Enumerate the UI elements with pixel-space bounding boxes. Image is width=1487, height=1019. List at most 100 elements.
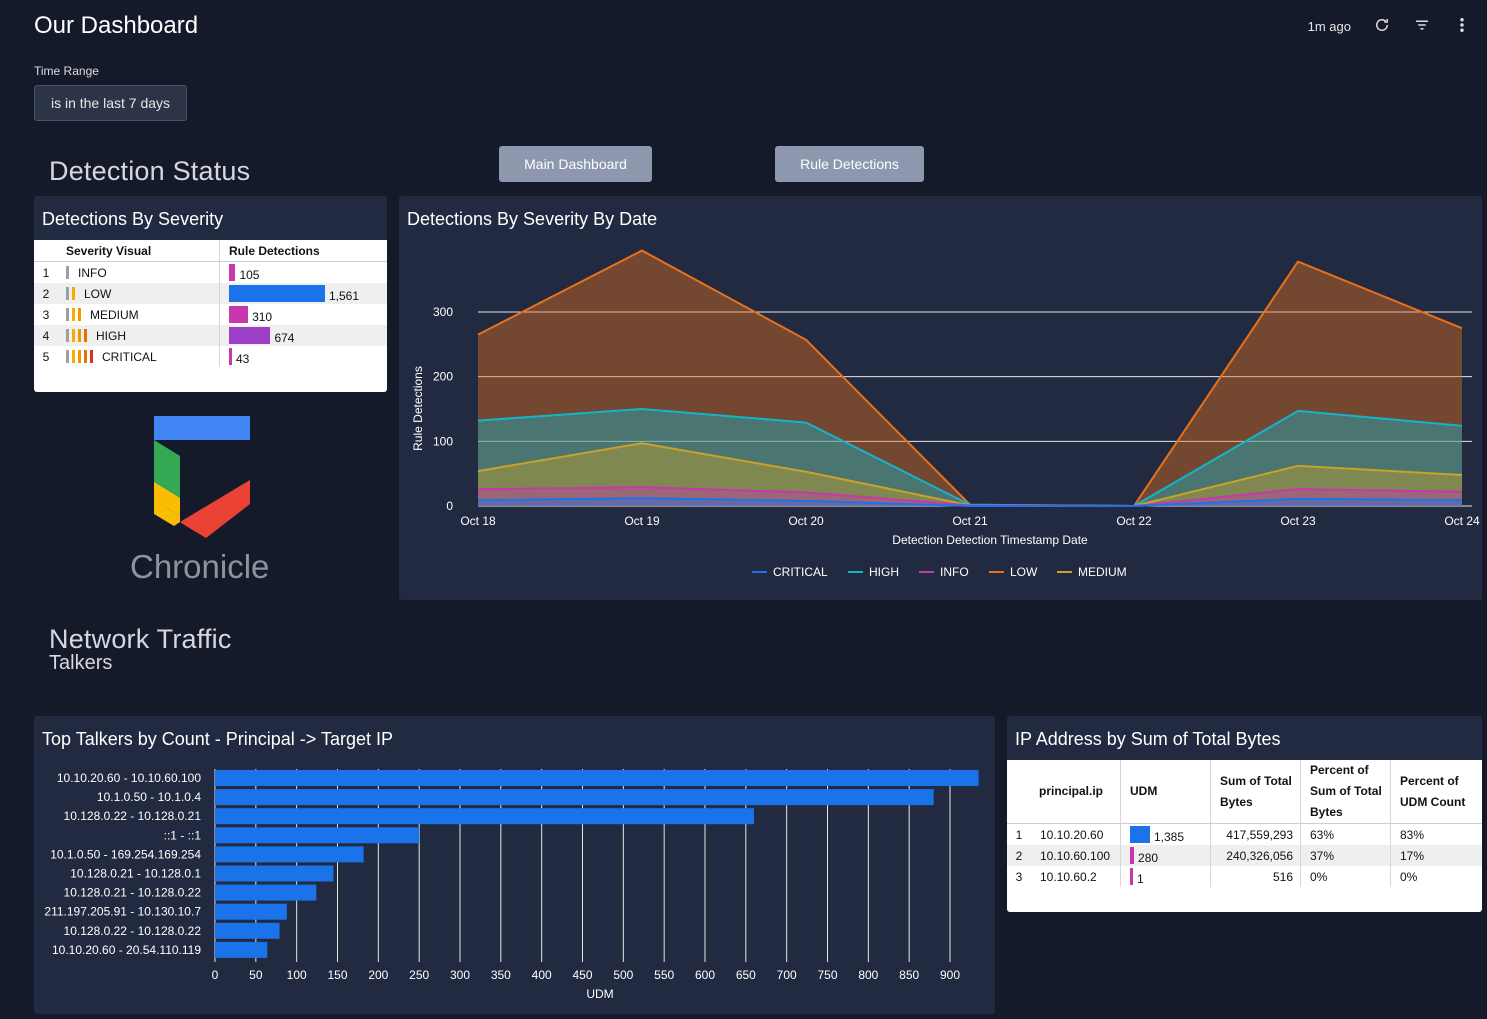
table-row[interactable]: 5 CRITICAL 43 [34,346,387,367]
y-tick-label: 211.197.205.91 - 10.130.10.7 [44,905,201,919]
col-rule-detections[interactable]: Rule Detections [220,240,320,261]
bar[interactable] [215,770,979,786]
row-index: 1 [34,262,58,283]
table-row[interactable]: 1 INFO 105 [34,262,387,283]
bar[interactable] [215,942,267,958]
legend-label[interactable]: CRITICAL [773,565,828,579]
legend-label[interactable]: MEDIUM [1078,565,1127,579]
main-dashboard-button[interactable]: Main Dashboard [499,146,652,182]
x-tick-label: 800 [858,968,878,982]
col-principal-ip[interactable]: principal.ip [1007,760,1121,823]
x-tick-label: 350 [491,968,511,982]
bar[interactable] [215,846,364,862]
legend-label[interactable]: LOW [1010,565,1038,579]
table-row[interactable]: 2 10.10.60.100 280 240,326,056 37% 17% [1007,845,1482,866]
col-percent-bytes[interactable]: Percent of Sum of Total Bytes [1301,760,1391,823]
table-row[interactable]: 3 10.10.60.2 1 516 0% 0% [1007,866,1482,887]
detections-cell: 105 [220,262,259,283]
x-tick-label: 300 [450,968,470,982]
time-range-filter[interactable]: is in the last 7 days [34,85,187,121]
row-index: 5 [34,346,58,367]
severity-visual-bar [66,308,69,321]
severity-table-title: Detections By Severity [42,209,223,230]
table-row[interactable]: 4 HIGH 674 [34,325,387,346]
bar[interactable] [215,885,316,901]
x-tick-label: 600 [695,968,715,982]
bar[interactable] [215,789,934,805]
severity-visual [66,308,81,321]
percent-bytes-cell: 63% [1301,824,1391,845]
x-tick-label: 900 [940,968,960,982]
percent-udm-cell: 0% [1391,866,1481,887]
severity-visual-bar [72,308,75,321]
sum-bytes-cell: 516 [1211,866,1301,887]
row-index: 2 [1007,845,1031,866]
legend-label[interactable]: INFO [940,565,969,579]
udm-bar [1130,826,1150,843]
ip-table-body: 1 10.10.20.60 1,385 417,559,293 63% 83% 2 10.10… [1007,824,1482,887]
detections-cell: 674 [220,325,294,346]
udm-value: 1,385 [1154,830,1184,844]
severity-cell: LOW [58,283,220,304]
more-vert-icon[interactable] [1453,16,1471,37]
severity-table-panel: Detections By Severity Severity Visual R… [34,196,387,392]
y-tick-label: 10.128.0.22 - 10.128.0.22 [64,924,202,938]
x-tick-label: 850 [899,968,919,982]
bar[interactable] [215,808,754,824]
severity-visual [66,329,87,342]
percent-bytes-cell: 0% [1301,866,1391,887]
detections-value: 310 [252,310,272,324]
table-row[interactable]: 1 10.10.20.60 1,385 417,559,293 63% 83% [1007,824,1482,845]
detections-bar [229,264,235,281]
detections-cell: 43 [220,346,249,367]
col-severity-visual[interactable]: Severity Visual [34,240,220,261]
severity-cell: MEDIUM [58,304,220,325]
udm-cell: 1 [1121,866,1211,887]
bar[interactable] [215,827,419,843]
table-row[interactable]: 3 MEDIUM 310 [34,304,387,325]
severity-visual-bar [72,287,75,300]
col-sum-total-bytes[interactable]: Sum of Total Bytes [1211,760,1301,823]
bar[interactable] [215,866,333,882]
y-tick-label: 0 [446,499,453,513]
top-talkers-chart: 0 50 100 150 200 250 300 350 400 450 500 550 600 650 7… [34,716,995,1014]
detections-bar [229,348,232,365]
y-tick-label: 10.1.0.50 - 169.254.169.254 [50,847,201,861]
y-tick-label: 300 [433,305,453,319]
x-tick-label: 450 [572,968,592,982]
detections-value: 105 [239,268,259,282]
table-row[interactable]: 2 LOW 1,561 [34,283,387,304]
x-tick-label: 750 [817,968,837,982]
x-tick-label: 650 [736,968,756,982]
severity-visual-bar [66,266,69,279]
time-range-label: Time Range [34,64,99,78]
x-tick-label: Oct 21 [952,514,988,528]
severity-table: Severity Visual Rule Detections 1 INFO 105… [34,240,387,392]
udm-value: 280 [1138,851,1158,865]
x-tick-label: 400 [532,968,552,982]
refresh-icon[interactable] [1373,16,1391,37]
y-tick-label: 10.1.0.50 - 10.1.0.4 [97,790,201,804]
legend-label[interactable]: HIGH [869,565,899,579]
top-talkers-panel: Top Talkers by Count - Principal -> Targ… [34,716,995,1014]
x-tick-label: 700 [777,968,797,982]
bar[interactable] [215,923,280,939]
col-percent-udm[interactable]: Percent of UDM Count [1391,760,1481,823]
percent-bytes-cell: 37% [1301,845,1391,866]
principal-ip-cell: 10.10.20.60 [1031,824,1121,845]
severity-visual [66,350,93,363]
filter-icon[interactable] [1413,16,1431,37]
severity-visual-bar [84,329,87,342]
percent-udm-cell: 83% [1391,824,1481,845]
y-tick-label: ::1 - ::1 [164,828,202,842]
row-index: 2 [34,283,58,304]
rule-detections-button[interactable]: Rule Detections [775,146,924,182]
principal-ip-cell: 10.10.60.100 [1031,845,1121,866]
chronicle-logo: Chronicle [130,412,280,592]
last-updated: 1m ago [1308,19,1351,34]
bar[interactable] [215,904,287,920]
sum-bytes-cell: 240,326,056 [1211,845,1301,866]
x-tick-label: Oct 20 [788,514,824,528]
col-udm[interactable]: UDM [1121,760,1211,823]
header-toolbar: 1m ago [1308,16,1471,37]
